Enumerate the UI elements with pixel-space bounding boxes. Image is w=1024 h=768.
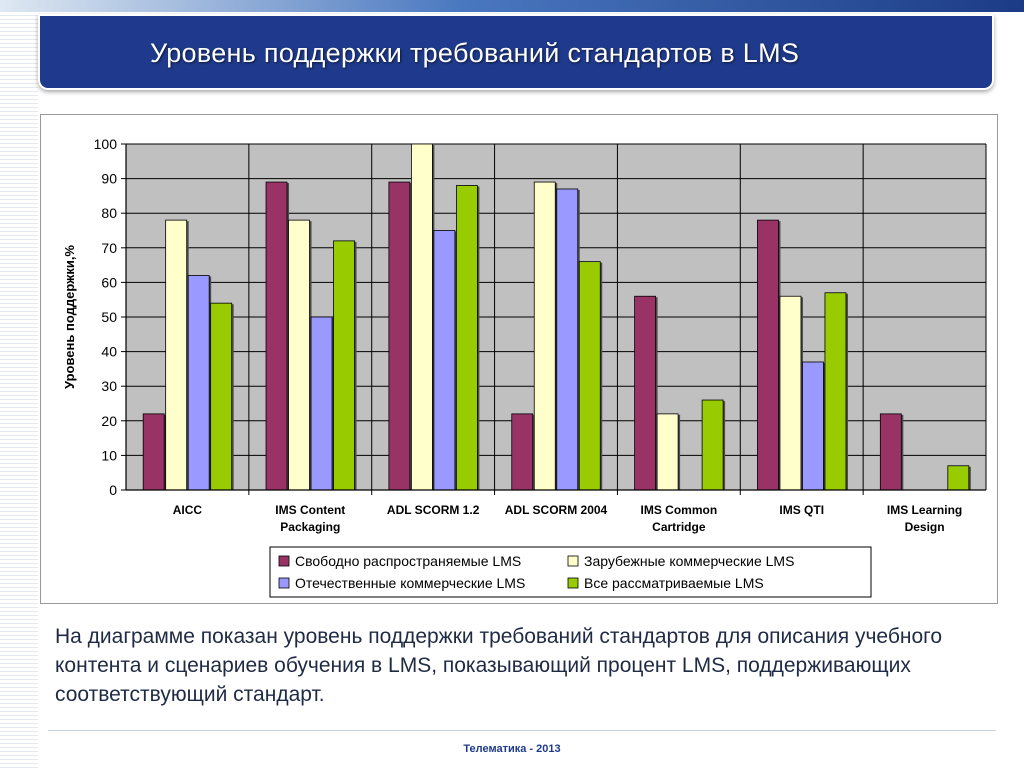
bar xyxy=(947,465,970,491)
bar xyxy=(533,181,556,491)
legend-label: Отечественные коммерческие LMS xyxy=(295,575,525,591)
bar xyxy=(433,230,456,491)
top-decoration-strip xyxy=(0,0,1024,12)
y-tick-label: 40 xyxy=(101,344,117,360)
footer-text: Телематика - 2013 xyxy=(463,743,561,755)
bar xyxy=(187,275,210,491)
category-label: Design xyxy=(905,520,945,534)
category-label: ADL SCORM 2004 xyxy=(505,503,608,517)
legend-label: Зарубежные коммерческие LMS xyxy=(584,553,794,569)
y-tick-label: 30 xyxy=(101,378,117,394)
slide-caption: На диаграмме показан уровень поддержки т… xyxy=(55,625,943,706)
bar xyxy=(511,413,534,491)
legend-swatch xyxy=(567,577,579,589)
bar xyxy=(879,413,902,491)
bar xyxy=(142,413,165,491)
slide-title: Уровень поддержки требований стандартов … xyxy=(150,38,800,68)
bar xyxy=(578,261,601,491)
category-label: IMS Common xyxy=(641,503,718,517)
y-tick-label: 80 xyxy=(101,205,117,221)
legend-box xyxy=(269,546,872,598)
bar xyxy=(310,316,333,491)
bar xyxy=(455,185,478,491)
bar xyxy=(288,219,310,491)
bar xyxy=(556,188,579,491)
category-label: IMS Learning xyxy=(887,503,962,517)
bar xyxy=(779,295,802,491)
bar xyxy=(388,181,411,491)
chart-frame: 0 10 20 30 40 50 60 70 80 90 100 AICC IMS Content Pac… xyxy=(40,114,998,604)
bar xyxy=(265,181,288,491)
legend-swatch xyxy=(278,555,290,567)
legend-swatch xyxy=(278,577,290,589)
bar-chart: 0 10 20 30 40 50 60 70 80 90 100 AICC IMS Content Pac… xyxy=(62,136,987,598)
legend-label: Все рассматриваемые LMS xyxy=(584,575,764,591)
legend-swatch xyxy=(567,555,579,567)
title-bar: Уровень поддержки требований стандартов … xyxy=(38,14,994,90)
y-tick-label: 60 xyxy=(101,274,117,290)
y-tick-label: 10 xyxy=(101,447,117,463)
y-tick-label: 90 xyxy=(101,171,117,187)
bar xyxy=(333,240,355,491)
y-axis-label: Уровень поддержки,% xyxy=(62,245,77,389)
y-tick-label: 20 xyxy=(101,413,117,429)
y-tick-label: 70 xyxy=(101,240,117,256)
left-decoration-pattern xyxy=(0,12,38,768)
category-label: IMS Content xyxy=(275,503,345,517)
bar xyxy=(757,219,779,491)
footer-divider xyxy=(48,730,996,731)
category-label: ADL SCORM 1.2 xyxy=(387,503,480,517)
legend-label: Свободно распространяемые LMS xyxy=(295,553,521,569)
bar xyxy=(824,292,847,491)
y-tick-label: 0 xyxy=(109,482,117,498)
category-label: AICC xyxy=(173,503,203,517)
bar xyxy=(634,295,657,491)
y-tick-label: 50 xyxy=(101,309,117,325)
bar xyxy=(210,302,233,491)
bar xyxy=(656,413,679,491)
bar xyxy=(802,361,824,491)
category-label: Packaging xyxy=(280,520,340,534)
bar xyxy=(701,399,724,491)
bar xyxy=(165,219,188,491)
category-label: Cartridge xyxy=(652,520,706,534)
category-label: IMS QTI xyxy=(779,503,824,517)
bar xyxy=(410,143,433,491)
y-tick-label: 100 xyxy=(94,136,118,152)
